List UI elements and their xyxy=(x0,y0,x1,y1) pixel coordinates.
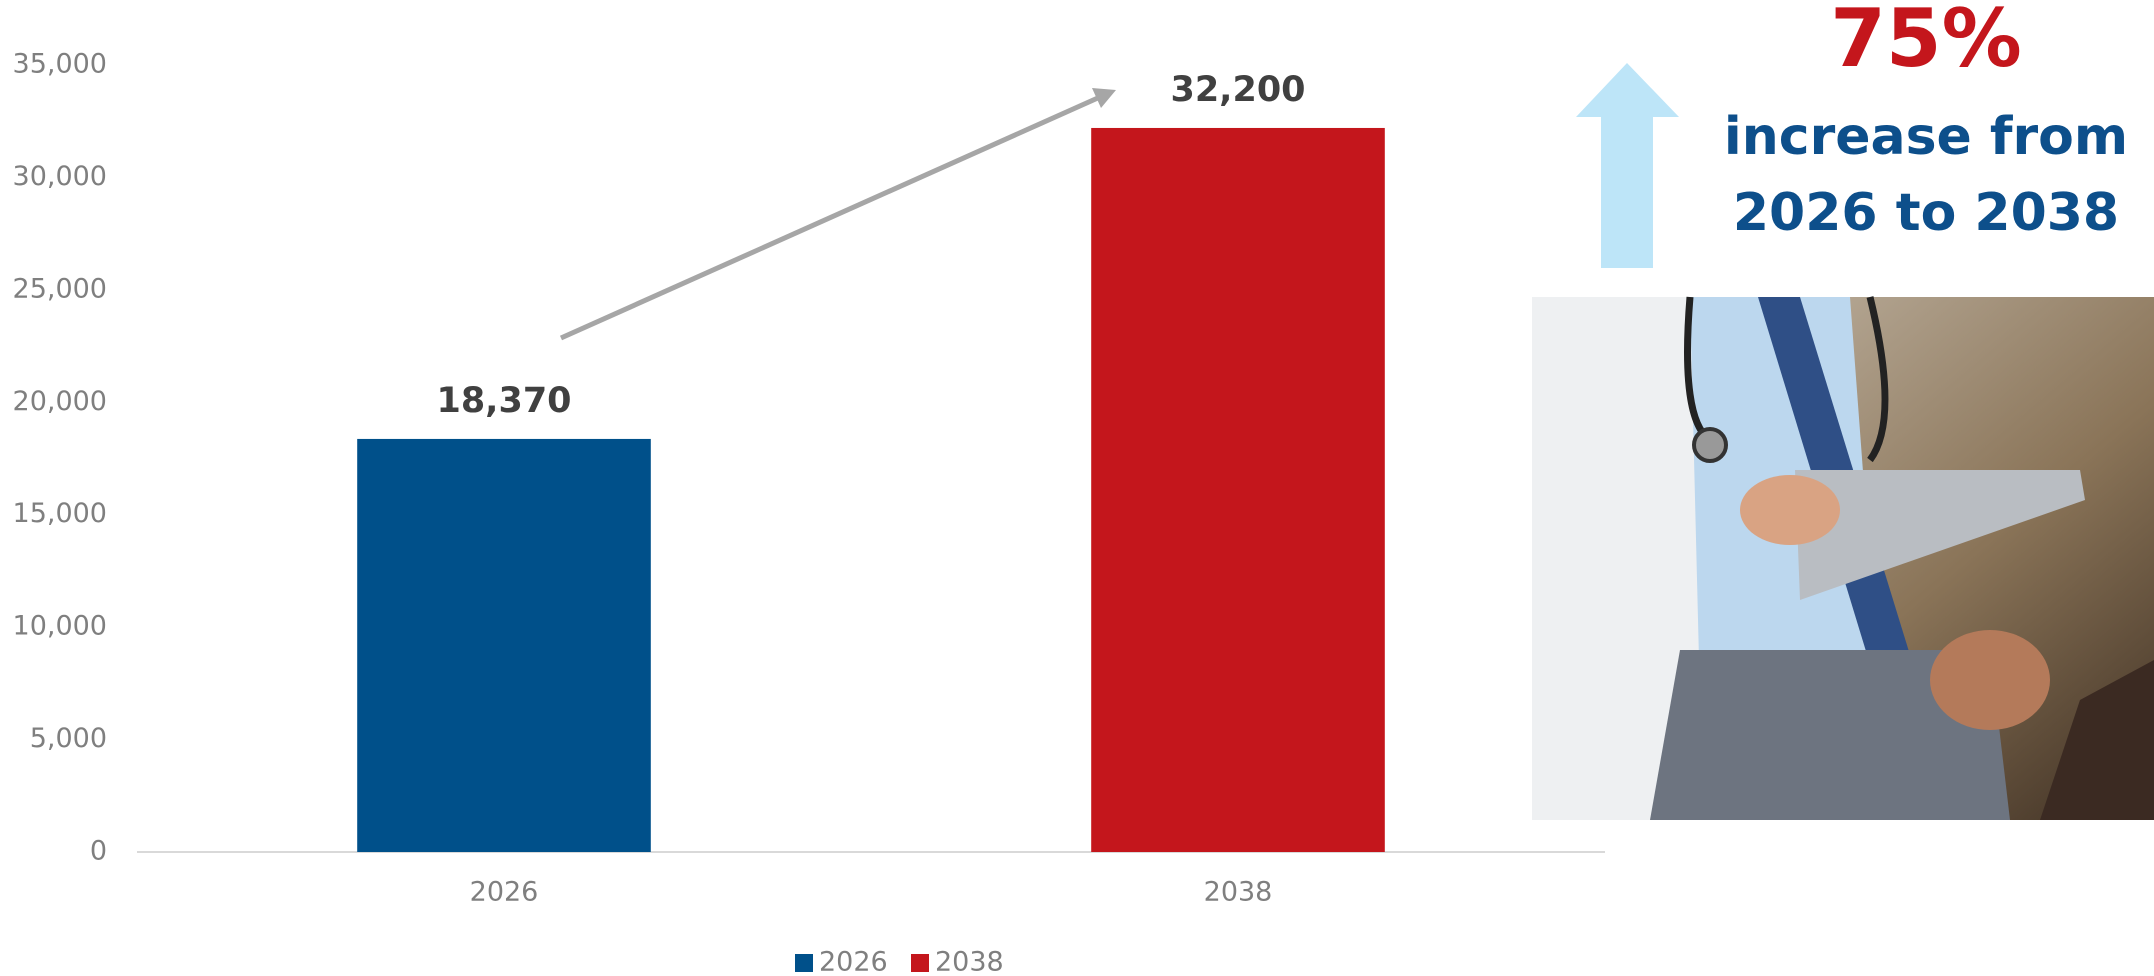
bar xyxy=(357,438,651,852)
legend-label: 2026 xyxy=(819,947,888,976)
trend-arrow xyxy=(559,94,1102,341)
legend-label: 2038 xyxy=(935,947,1004,976)
legend-swatch xyxy=(911,954,929,972)
y-tick-label: 25,000 xyxy=(13,273,107,304)
x-tick-label: 2038 xyxy=(1204,877,1273,908)
y-tick-label: 20,000 xyxy=(13,386,107,417)
legend-swatch xyxy=(795,954,813,972)
x-tick-label: 2026 xyxy=(470,877,539,908)
y-tick-label: 30,000 xyxy=(13,161,107,192)
photo xyxy=(1532,296,2154,820)
annotation-headline: 75% xyxy=(1830,0,2021,85)
up-arrow xyxy=(1576,63,1679,268)
bar xyxy=(1091,127,1385,852)
y-tick-label: 0 xyxy=(90,836,107,867)
value-label: 32,200 xyxy=(1170,70,1305,110)
trend-arrow-head xyxy=(1092,88,1116,108)
annotation-text: 2026 to 2038 xyxy=(1733,183,2119,243)
y-tick-label: 5,000 xyxy=(30,723,107,754)
y-tick-label: 10,000 xyxy=(13,611,107,642)
y-tick-label: 15,000 xyxy=(13,498,107,529)
annotation-text: increase from xyxy=(1724,107,2128,167)
y-tick-label: 35,000 xyxy=(13,49,107,80)
value-label: 18,370 xyxy=(436,381,571,421)
